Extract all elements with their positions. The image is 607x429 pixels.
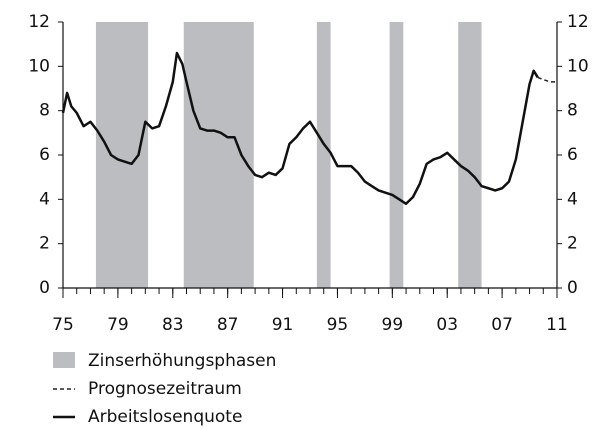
y2-tick-label: 6 [567,145,578,165]
band [389,22,404,288]
band [183,22,254,288]
x-tick-label: 87 [217,315,239,335]
y-tick-label: 0 [39,278,50,298]
legend-label: Zinserhöhungsphasen [88,351,276,371]
y-tick-label: 6 [39,145,50,165]
y2-tick-label: 0 [567,278,578,298]
x-tick-label: 03 [436,315,458,335]
y2-tick-label: 4 [567,189,578,209]
y-tick-label: 8 [39,101,50,121]
x-tick-label: 07 [491,315,513,335]
x-tick-label: 11 [546,315,568,335]
y2-tick-label: 10 [567,56,589,76]
x-tick-label: 91 [272,315,294,335]
x-tick-label: 95 [327,315,349,335]
x-tick-label: 79 [107,315,129,335]
band [95,22,149,288]
series-line [61,51,539,206]
x-tick-label: 75 [52,315,74,335]
y-tick-label: 4 [39,189,50,209]
y-tick-label: 12 [28,12,50,32]
y-tick-label: 2 [39,234,50,254]
y-tick-label: 10 [28,56,50,76]
band [458,22,482,288]
y2-tick-label: 8 [567,101,578,121]
series-line [537,76,557,83]
band [316,22,331,288]
legend-label: Arbeitslosenquote [88,407,242,427]
x-tick-label: 83 [162,315,184,335]
y2-tick-label: 2 [567,234,578,254]
legend-swatch-bands [53,352,75,368]
y2-tick-label: 12 [567,12,589,32]
legend-label: Prognosezeitraum [88,379,242,399]
x-tick-label: 99 [382,315,404,335]
